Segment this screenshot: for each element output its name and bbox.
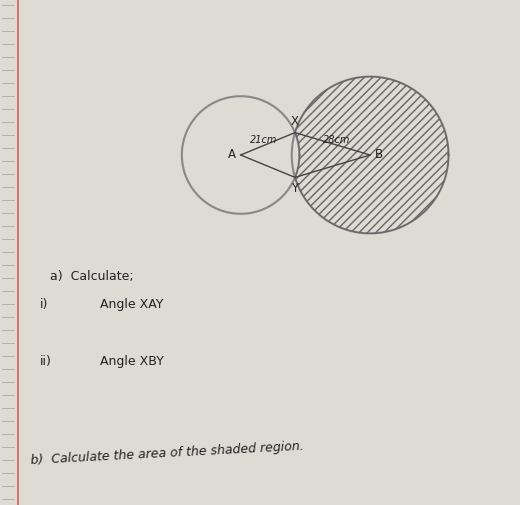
- Text: ii): ii): [40, 355, 52, 368]
- Text: b)  Calculate the area of the shaded region.: b) Calculate the area of the shaded regi…: [30, 440, 304, 467]
- Text: A: A: [228, 148, 236, 162]
- Text: Angle XAY: Angle XAY: [100, 298, 163, 311]
- Text: 21cm: 21cm: [250, 135, 278, 145]
- Text: B: B: [375, 148, 383, 162]
- Text: a)  Calculate;: a) Calculate;: [50, 270, 134, 283]
- Text: 28cm: 28cm: [323, 135, 350, 145]
- Polygon shape: [295, 77, 449, 233]
- Text: X: X: [291, 115, 299, 128]
- Text: i): i): [40, 298, 48, 311]
- Text: Angle XBY: Angle XBY: [100, 355, 164, 368]
- Text: Y: Y: [291, 182, 298, 195]
